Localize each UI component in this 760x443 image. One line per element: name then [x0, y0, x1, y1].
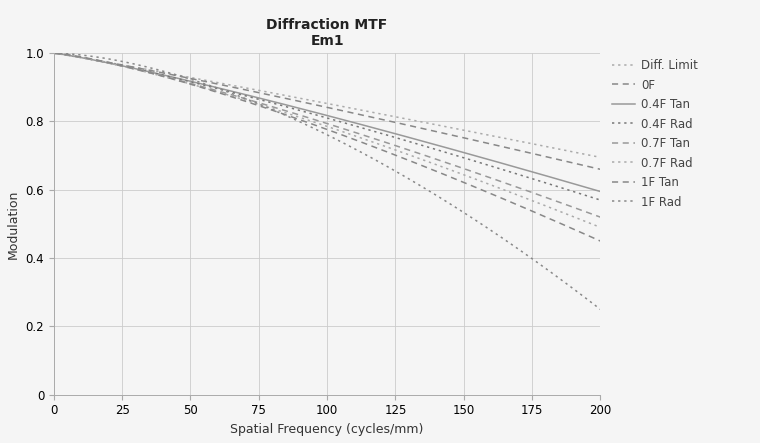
- Line: 0.7F Rad: 0.7F Rad: [54, 53, 600, 227]
- 0F: [372, 116, 381, 121]
- Diff. Limit: [190, 75, 199, 81]
- 1F Tan: [372, 145, 381, 150]
- 0.7F Rad: [372, 140, 381, 146]
- X-axis label: Spatial Frequency (cycles/mm): Spatial Frequency (cycles/mm): [230, 423, 424, 436]
- 0.7F Rad: [190, 82, 199, 88]
- 0.4F Rad: [461, 155, 470, 161]
- 1F Rad: [49, 51, 59, 56]
- 0.4F Tan: [296, 106, 306, 111]
- Diff. Limit: [461, 128, 470, 133]
- 1F Rad: [372, 158, 381, 163]
- 0.7F Rad: [414, 155, 423, 161]
- 0.7F Tan: [49, 51, 59, 56]
- 0F: [296, 99, 306, 105]
- 1F Tan: [461, 180, 470, 186]
- 0.4F Tan: [372, 126, 381, 131]
- 0.4F Tan: [596, 189, 605, 194]
- Line: Diff. Limit: Diff. Limit: [54, 53, 600, 157]
- Line: 0F: 0F: [54, 53, 600, 169]
- 1F Tan: [596, 238, 605, 244]
- 1F Tan: [49, 51, 59, 56]
- 0F: [190, 77, 199, 82]
- 1F Tan: [414, 162, 423, 167]
- 1F Tan: [190, 83, 199, 88]
- 0.7F Rad: [146, 70, 155, 76]
- 1F Rad: [190, 78, 199, 83]
- 1F Rad: [461, 211, 470, 216]
- Legend: Diff. Limit, 0F, 0.4F Tan, 0.4F Rad, 0.7F Tan, 0.7F Rad, 1F Tan, 1F Rad: Diff. Limit, 0F, 0.4F Tan, 0.4F Rad, 0.7…: [612, 59, 698, 209]
- Line: 1F Tan: 1F Tan: [54, 53, 600, 241]
- 1F Rad: [414, 182, 423, 187]
- 0.7F Tan: [461, 167, 470, 172]
- 0.4F Rad: [190, 80, 199, 85]
- 1F Rad: [596, 307, 605, 312]
- 0.4F Tan: [461, 150, 470, 155]
- 0F: [596, 167, 605, 172]
- 0.4F Rad: [49, 51, 59, 56]
- 0.4F Rad: [596, 198, 605, 203]
- 0.4F Tan: [414, 137, 423, 143]
- Diff. Limit: [372, 110, 381, 116]
- 0.7F Rad: [49, 51, 59, 56]
- 0.7F Tan: [372, 136, 381, 142]
- 0F: [414, 125, 423, 130]
- 0.7F Rad: [461, 173, 470, 178]
- Diff. Limit: [596, 155, 605, 160]
- 0F: [146, 68, 155, 73]
- 0.4F Tan: [146, 70, 155, 75]
- Line: 0.4F Tan: 0.4F Tan: [54, 53, 600, 191]
- 0.7F Tan: [190, 82, 199, 87]
- 0F: [49, 51, 59, 56]
- 0.7F Tan: [596, 214, 605, 220]
- 0.4F Rad: [414, 142, 423, 147]
- Title: Diffraction MTF
Em1: Diffraction MTF Em1: [267, 18, 388, 48]
- 0.4F Tan: [190, 79, 199, 85]
- 1F Tan: [296, 117, 306, 123]
- 0.4F Rad: [146, 70, 155, 75]
- Diff. Limit: [49, 51, 59, 56]
- 0.4F Rad: [372, 129, 381, 135]
- 0.7F Tan: [296, 113, 306, 118]
- 0.4F Rad: [296, 108, 306, 113]
- 1F Rad: [146, 65, 155, 70]
- 1F Rad: [296, 120, 306, 125]
- 1F Tan: [146, 70, 155, 76]
- 0.4F Tan: [49, 51, 59, 56]
- Y-axis label: Modulation: Modulation: [7, 189, 20, 259]
- 0.7F Rad: [596, 225, 605, 230]
- Line: 1F Rad: 1F Rad: [54, 53, 600, 309]
- 0.7F Tan: [414, 151, 423, 156]
- 0F: [461, 136, 470, 141]
- Diff. Limit: [146, 67, 155, 73]
- Line: 0.4F Rad: 0.4F Rad: [54, 53, 600, 200]
- Diff. Limit: [414, 119, 423, 124]
- Diff. Limit: [296, 96, 306, 101]
- 0.7F Rad: [296, 115, 306, 120]
- Line: 0.7F Tan: 0.7F Tan: [54, 53, 600, 217]
- 0.7F Tan: [146, 70, 155, 76]
